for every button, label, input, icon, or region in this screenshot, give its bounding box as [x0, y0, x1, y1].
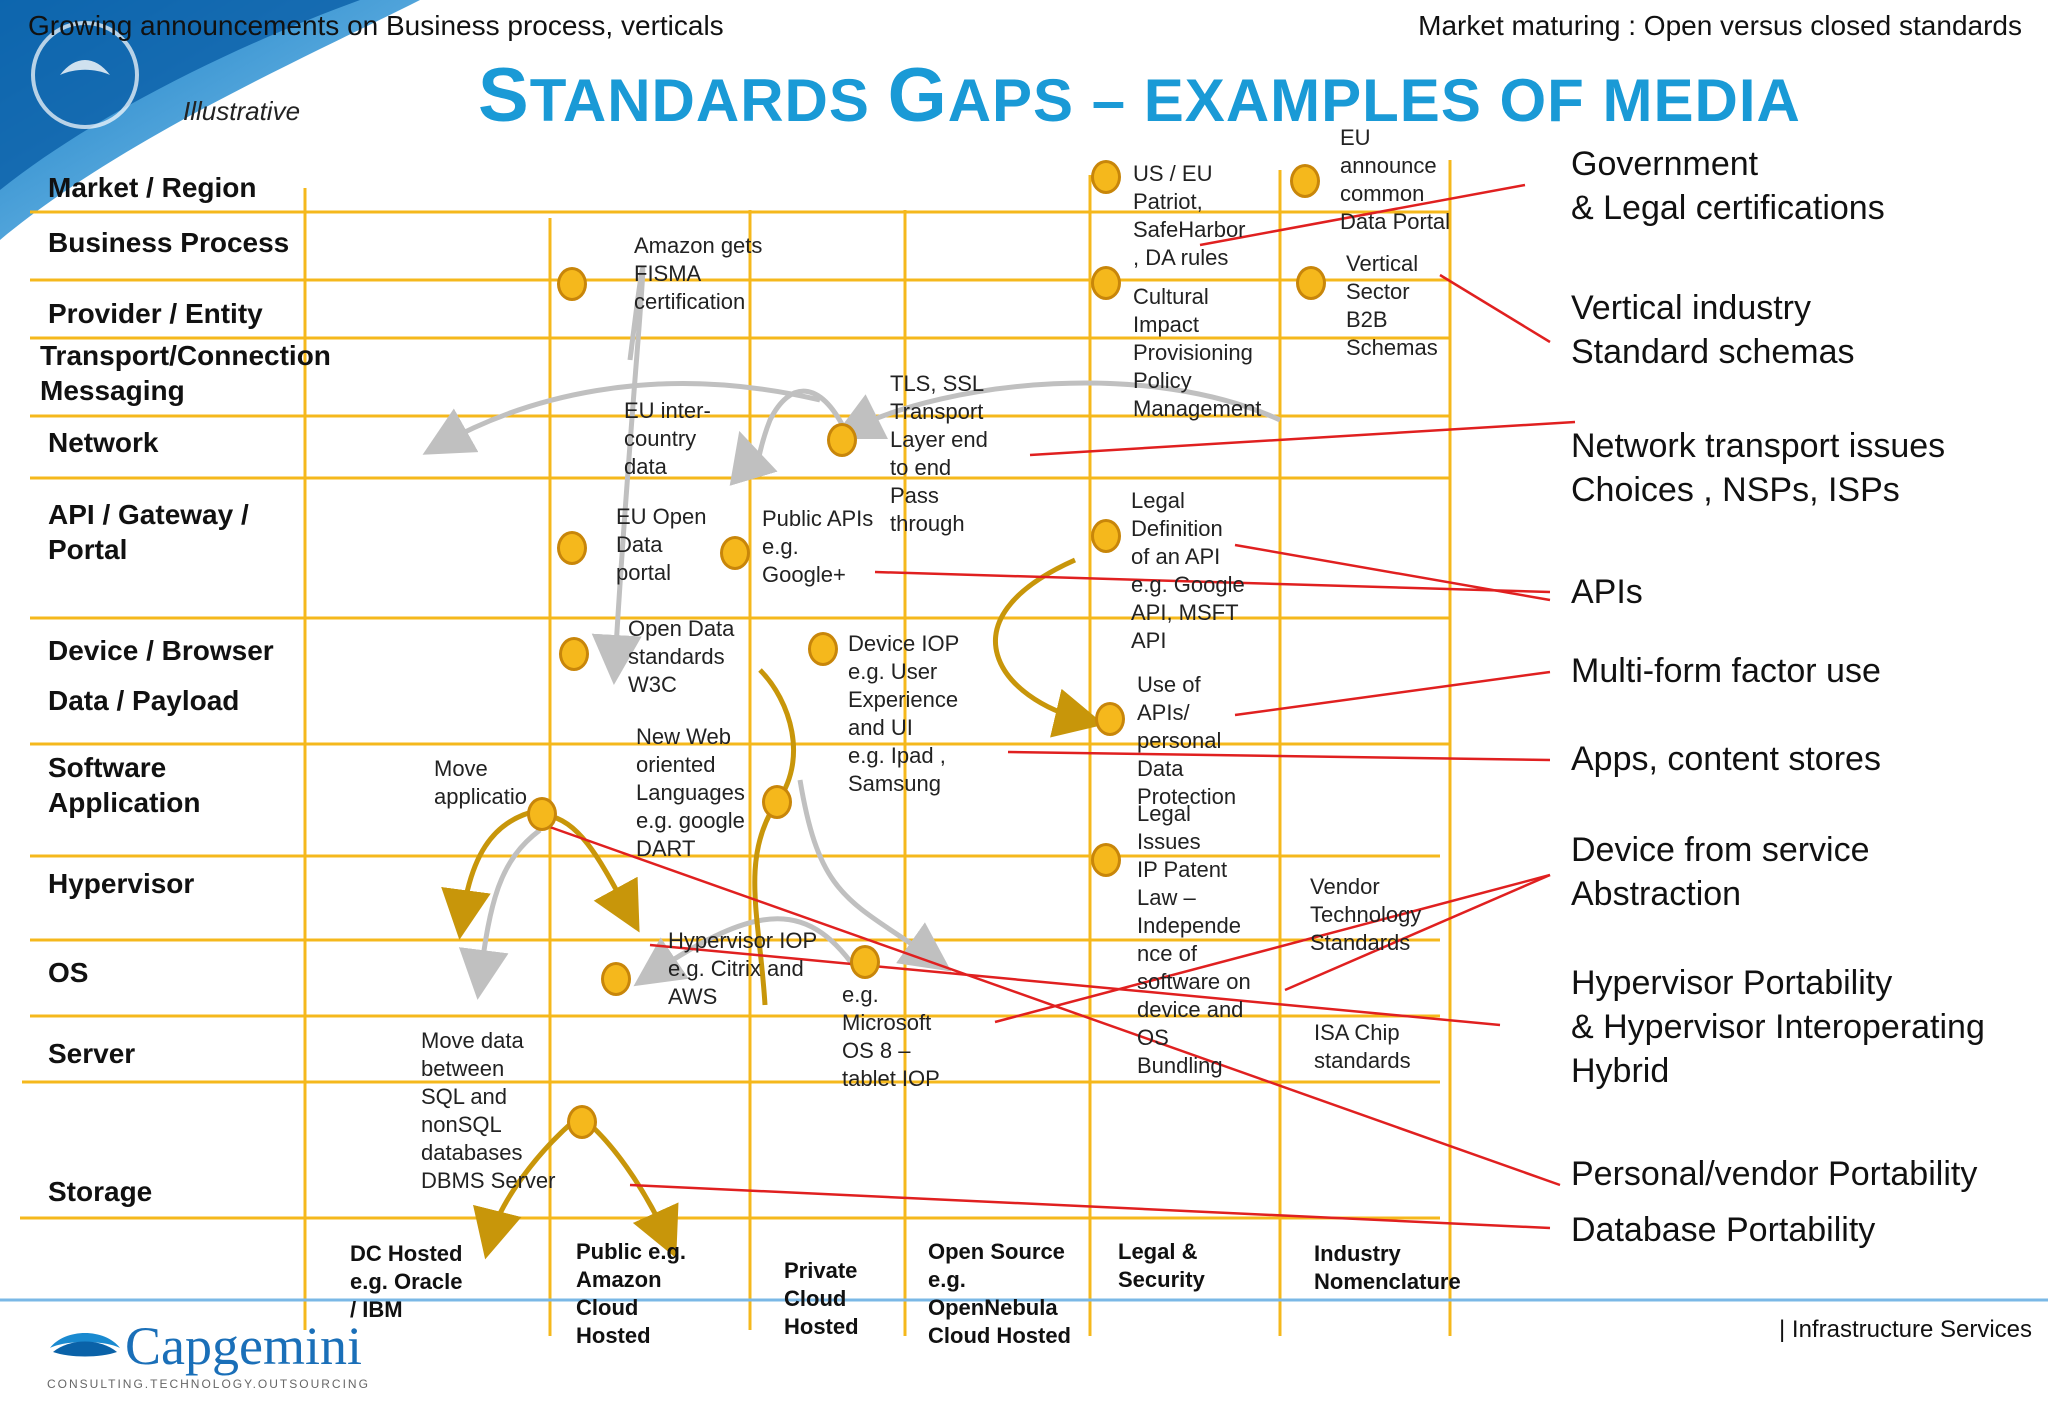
row-hypervisor: Hypervisor	[48, 868, 195, 899]
row-server: Server	[48, 1038, 136, 1069]
page-title: STANDARDS GAPS – EXAMPLES OF MEDIA	[478, 53, 1801, 138]
note-isa-chip: ISA Chip standards	[1314, 1020, 1411, 1073]
gray-arrows	[422, 266, 1282, 1000]
gold-dot	[557, 531, 587, 565]
note-open-data-w3c: Open Data standards W3C	[628, 616, 735, 697]
note-vertical-b2b: Vertical Sector B2B Schemas	[1346, 251, 1438, 360]
gold-dot	[557, 267, 587, 301]
right-label-database: Database Portability	[1571, 1211, 1876, 1249]
gold-dot	[762, 785, 792, 819]
row-provider-entity: Provider / Entity	[48, 298, 263, 329]
note-legal-issues: Legal Issues IP Patent Law – Independe nce of…	[1137, 801, 1251, 1078]
right-label-network-transport: Network transport issues Choices , NSPs, …	[1571, 427, 1946, 509]
note-new-web: New Web oriented Languages e.g. google DART	[636, 724, 745, 861]
right-label-vertical-industry: Vertical industry Standard schemas	[1571, 289, 1855, 371]
column-public-cloud: Public e.g. Amazon Cloud Hosted	[576, 1239, 687, 1348]
gold-dot	[1091, 843, 1121, 877]
column-open-source: Open Source e.g. OpenNebula Cloud Hosted	[928, 1239, 1071, 1348]
right-label-multi-form: Multi-form factor use	[1571, 652, 1881, 690]
note-amazon-fisma: Amazon gets FISMA certification	[634, 233, 763, 314]
row-portal: Portal	[48, 534, 128, 565]
note-cultural: Cultural Impact Provisioning Policy Manageme…	[1133, 284, 1262, 421]
note-hypervisor-iop: Hypervisor IOP e.g. Citrix and AWS	[668, 928, 818, 1009]
capgemini-logo: Capgemini CONSULTING.TECHNOLOGY.OUTSOURC…	[47, 1316, 370, 1391]
row-data-payload: Data / Payload	[48, 685, 240, 716]
seal-icon	[31, 21, 139, 129]
column-dc-hosted: DC Hosted e.g. Oracle / IBM	[350, 1241, 463, 1322]
row-business-process: Business Process	[48, 227, 290, 258]
gold-dot	[850, 945, 880, 979]
note-legal-api: Legal Definition of an API e.g. Google API, …	[1131, 488, 1245, 653]
column-private-cloud: Private Cloud Hosted	[784, 1258, 859, 1339]
gold-dot	[1091, 266, 1121, 300]
row-device-browser: Device / Browser	[48, 635, 274, 666]
spade-icon	[50, 1333, 120, 1357]
gold-dot	[567, 1105, 597, 1139]
right-label-apps-content: Apps, content stores	[1571, 740, 1881, 778]
gold-dot	[1091, 160, 1121, 194]
gold-dot	[527, 797, 557, 831]
row-api-gateway: API / Gateway /	[48, 499, 249, 530]
note-eu-intercountry: EU inter-country data	[624, 398, 711, 479]
row-messaging: Messaging	[40, 375, 185, 406]
column-industry-nomenclature: Industry Nomenclature	[1314, 1241, 1461, 1294]
gold-dot	[720, 536, 750, 570]
gold-dot	[1091, 519, 1121, 553]
header-right-caption: Market maturing : Open versus closed sta…	[1418, 10, 2022, 41]
note-move-app: Move applicatio	[434, 756, 527, 809]
note-vendor-tech: Vendor Technology Standards	[1310, 874, 1422, 955]
gold-dot	[808, 632, 838, 666]
header-left-caption: Growing announcements on Business proces…	[28, 10, 724, 41]
note-public-apis: Public APIs e.g. Google+	[762, 506, 874, 587]
row-software: Software	[48, 752, 167, 783]
footer-right-text: | Infrastructure Services	[1779, 1316, 2032, 1343]
note-eu-announce: EU announce common Data Portal	[1340, 125, 1451, 234]
gold-dot	[827, 423, 857, 457]
note-eu-open-data: EU Open Data portal	[616, 504, 707, 585]
grid-horizontal	[20, 210, 1450, 1220]
right-label-government: Government & Legal certifications	[1571, 145, 1885, 227]
row-storage: Storage	[48, 1176, 153, 1207]
gold-dot	[1290, 164, 1320, 198]
note-tls-ssl: TLS, SSL Transport Layer end to end Pass thro…	[890, 371, 988, 536]
note-device-iop: Device IOP e.g. User Experience and UI e.g. …	[848, 631, 960, 796]
row-os: OS	[48, 957, 89, 988]
illustrative-label: Illustrative	[183, 96, 301, 126]
red-connectors	[529, 183, 1576, 1230]
row-market-region: Market / Region	[48, 172, 257, 203]
note-use-of-apis: Use of APIs/personal Data Protection	[1137, 672, 1237, 809]
note-ms-os8: e.g. Microsoft OS 8 – tablet IOP	[842, 982, 940, 1091]
row-transport-connection: Transport/Connection	[40, 340, 331, 371]
right-label-hypervisor-portability: Hypervisor Portability & Hypervisor Inter…	[1571, 964, 1985, 1090]
note-us-eu: US / EU Patriot, SafeHarbor, DA rules	[1133, 161, 1246, 270]
gold-arrows	[441, 557, 1105, 1260]
gold-dot	[1296, 266, 1326, 300]
right-label-personal-vendor: Personal/vendor Portability	[1571, 1155, 1978, 1193]
column-legal-security: Legal & Security	[1118, 1239, 1205, 1292]
right-label-apis: APIs	[1571, 573, 1643, 611]
grid-vertical	[303, 160, 1452, 1336]
gold-dot	[559, 637, 589, 671]
row-network: Network	[48, 427, 159, 458]
note-move-data: Move data between SQL and nonSQL databases DB…	[421, 1028, 556, 1193]
row-application: Application	[48, 787, 201, 818]
gold-dot	[1095, 702, 1125, 736]
right-label-device-service: Device from service Abstraction	[1571, 831, 1870, 913]
gold-dot	[601, 962, 631, 996]
